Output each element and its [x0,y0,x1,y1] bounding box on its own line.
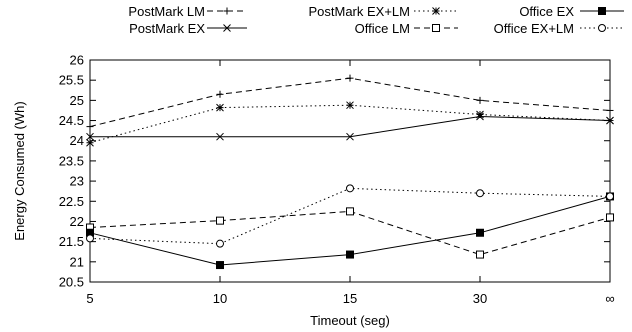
data-point [346,207,354,216]
legend-marker [598,24,606,32]
legend-marker [223,24,231,32]
x-tick-label: 30 [473,291,487,306]
x-tick-label: 15 [343,291,357,306]
y-tick-label: 24 [70,133,84,148]
data-point [216,216,224,225]
y-tick-label: 21 [70,254,84,269]
y-tick-label: 23.5 [59,153,84,168]
legend-label: Office LM [355,21,410,36]
data-point [346,101,354,110]
data-point [476,228,484,237]
x-tick-label: ∞ [605,291,614,306]
y-tick-label: 21.5 [59,234,84,249]
data-point [476,110,484,119]
data-point [346,184,354,193]
data-point [346,74,354,82]
data-point [216,90,224,98]
legend-item: PostMark EX+LM [308,4,458,19]
data-point [606,116,614,125]
legend-label: PostMark EX+LM [308,4,410,19]
y-axis-label: Energy Consumed (Wh) [12,101,27,240]
x-tick-label: 10 [213,291,227,306]
series-office-ex [86,192,614,270]
series-line [90,115,611,138]
legend: PostMark LM PostMark EX+LM Office EX PostMa… [128,4,624,36]
y-tick-label: 22 [70,214,84,229]
plot-frame [89,59,611,283]
legend-item: PostMark EX [129,21,247,36]
data-point [606,106,614,114]
x-tick-label: 5 [86,291,93,306]
data-point [86,132,94,141]
y-tick-label: 20.5 [59,275,84,290]
y-tick-label: 24.5 [59,113,84,128]
y-tick-label: 26 [70,53,84,68]
legend-marker [432,7,440,15]
data-point [346,132,354,141]
legend-label: Office EX+LM [494,21,574,36]
data-point [346,250,354,259]
data-point [606,213,614,222]
y-tick-label: 22.5 [59,194,84,209]
legend-label: Office EX [519,4,574,19]
series-office-lm [86,207,614,259]
data-point [606,192,614,201]
x-axis-label: Timeout (seg) [310,313,390,328]
data-point [476,250,484,259]
data-point [86,138,94,147]
data-point [216,103,224,112]
y-tick-label: 25.5 [59,73,84,88]
series-group [86,74,614,270]
y-tick-label: 25 [70,93,84,108]
legend-item: Office LM [355,21,458,36]
series-postmark-ex-lm [86,101,614,147]
legend-label: PostMark LM [128,4,205,19]
data-point [86,234,94,243]
series-office-ex-lm [86,184,614,248]
legend-label: PostMark EX [129,21,205,36]
series-postmark-lm [86,74,614,131]
legend-item: Office EX+LM [494,21,624,36]
legend-marker [432,24,440,32]
axis-ticks: 20.5 21 21.5 22 22.5 23 23.5 24 24.5 25 25.5 26 5 10 1… [59,53,615,307]
data-point [476,96,484,104]
legend-marker [223,7,231,15]
series-postmark-ex [86,112,614,141]
legend-marker [598,7,606,15]
legend-item: Office EX [519,4,624,19]
y-tick-label: 23 [70,174,84,189]
data-point [216,132,224,141]
legend-item: PostMark LM [128,4,247,19]
data-point [476,189,484,198]
data-point [216,261,224,270]
data-point [86,123,94,131]
data-point [216,239,224,248]
series-line [89,187,611,245]
